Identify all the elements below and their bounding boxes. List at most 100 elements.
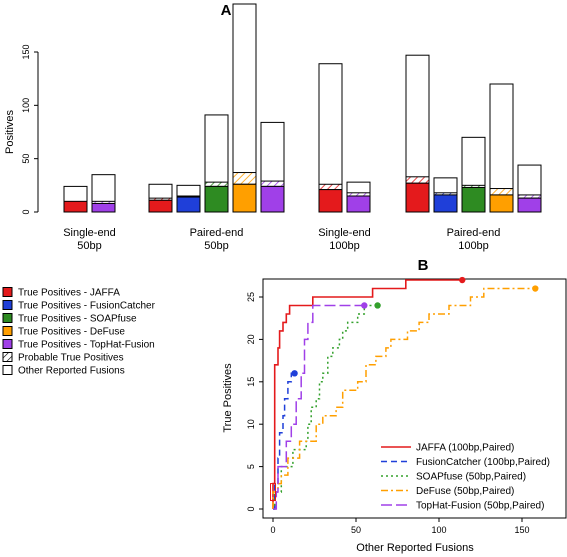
panel-b-y-tick-label: 5: [246, 464, 256, 469]
bar-segment-true-positives: [148, 199, 173, 213]
bar-segment-true-positives: [232, 183, 257, 213]
legend-label: FusionCatcher (100bp,Paired): [416, 457, 550, 468]
panel-b-x-tick-label: 0: [270, 525, 275, 535]
series-line: [273, 372, 295, 510]
legend-b-item-tophat-fusion-50bp-paired: TopHat-Fusion (50bp,Paired): [381, 501, 544, 512]
bar-segment-true-positives: [433, 194, 458, 213]
bar-single-end-50bp-jaffa: [63, 185, 88, 213]
bar-segment-true-positives: [489, 194, 514, 213]
bar-paired-end-50bp-fusioncatcher: [176, 184, 201, 213]
bar-paired-end-100bp-fusioncatcher: [433, 177, 458, 213]
legend-swatch: [2, 365, 13, 375]
legend-swatch: [2, 287, 13, 297]
legend-b-item-defuse-50bp-paired: DeFuse (50bp,Paired): [381, 486, 514, 497]
legend-swatch: [2, 339, 13, 349]
group-label-line1: Single-end: [318, 227, 371, 239]
legend-label: JAFFA (100bp,Paired): [416, 443, 514, 454]
bar-paired-end-50bp-tophat-fusion: [260, 121, 285, 213]
bar-paired-end-100bp-soapfuse: [461, 136, 486, 213]
series-tophat-fusion-50bp-paired: [273, 302, 368, 510]
series-line: [273, 304, 365, 510]
bar-segment-true-positives: [260, 185, 285, 213]
panel-a-group-labels: Single-end50bpPaired-end50bpSingle-end10…: [63, 227, 500, 252]
legend-label: Probable True Positives: [18, 353, 124, 364]
bar-paired-end-100bp-tophat-fusion: [517, 164, 542, 213]
panel-a-y-axis-title: Positives: [4, 109, 16, 154]
legend-swatch: [2, 300, 13, 310]
bar-segment-true-positives: [204, 185, 229, 213]
bar-segment-probable: [489, 188, 514, 196]
legend-label: True Positives - DeFuse: [18, 327, 125, 338]
legend-a-item-probable-true-positives: Probable True Positives: [2, 352, 124, 364]
legend-panel-a: True Positives - JAFFA True Positives - F…: [2, 287, 156, 377]
legend-a-item-other-reported-fusions: Other Reported Fusions: [2, 365, 125, 377]
panel-b-y-axis: 0 5 10 15 20 25: [246, 292, 264, 512]
bar-segment-true-positives: [346, 195, 371, 213]
legend-label: Other Reported Fusions: [18, 366, 125, 377]
bar-segment-probable: [405, 176, 430, 184]
legend-swatch: [2, 326, 13, 336]
group-label-line2: 50bp: [77, 240, 101, 252]
bar-segment-true-positives: [63, 200, 88, 213]
panel-b-x-tick-label: 50: [351, 525, 361, 535]
panel-a-y-tick-label: 150: [21, 44, 31, 59]
series-end-point: [291, 370, 298, 377]
legend-a-item-true-positives-jaffa: True Positives - JAFFA: [2, 287, 120, 299]
panel-a-y-tick-label: 0: [21, 209, 31, 214]
legend-label: TopHat-Fusion (50bp,Paired): [416, 501, 544, 512]
panel-b-x-axis-title: Other Reported Fusions: [356, 542, 474, 554]
legend-a-item-true-positives-defuse: True Positives - DeFuse: [2, 326, 125, 338]
bar-segment-true-positives: [91, 202, 116, 213]
legend-label: True Positives - FusionCatcher: [18, 301, 156, 312]
panel-b-y-tick-label: 20: [246, 334, 256, 344]
series-line: [272, 287, 536, 509]
bar-segment-true-positives: [318, 189, 343, 213]
series-defuse-50bp-paired: [272, 285, 539, 509]
legend-b-item-fusioncatcher-100bp-paired: FusionCatcher (100bp,Paired): [381, 457, 550, 468]
group-label-line1: Paired-end: [190, 227, 244, 239]
panel-b-y-tick-label: 15: [246, 377, 256, 387]
panel-b-label: B: [418, 257, 429, 274]
bar-segment-true-positives: [461, 186, 486, 213]
legend-label: True Positives - JAFFA: [18, 288, 120, 299]
panel-b-y-axis-title: True Positives: [222, 363, 234, 433]
legend-a-item-true-positives-tophat-fusion: True Positives - TopHat-Fusion: [2, 339, 155, 351]
bar-paired-end-50bp-soapfuse: [204, 114, 229, 213]
group-label-line1: Paired-end: [447, 227, 501, 239]
bar-segment-true-positives: [176, 196, 201, 213]
panel-b-x-tick-label: 100: [431, 525, 446, 535]
legend-b-item-jaffa-100bp-paired: JAFFA (100bp,Paired): [381, 443, 514, 454]
series-end-point: [374, 302, 381, 309]
series-end-point: [532, 285, 539, 292]
panel-a-y-tick-label: 100: [21, 98, 31, 113]
bar-paired-end-50bp-defuse: [232, 3, 257, 213]
series-fusioncatcher-100bp-paired: [273, 370, 298, 510]
group-label-line2: 100bp: [458, 240, 489, 252]
legend-a-item-true-positives-fusioncatcher: True Positives - FusionCatcher: [2, 300, 156, 312]
bar-paired-end-100bp-defuse: [489, 83, 514, 213]
group-label-line2: 100bp: [329, 240, 360, 252]
panel-b-x-tick-label: 150: [514, 525, 529, 535]
bar-segment-probable: [204, 181, 229, 187]
panel-b-series-lines: [270, 276, 539, 510]
bar-paired-end-50bp-jaffa: [148, 183, 173, 213]
bar-single-end-100bp-jaffa: [318, 63, 343, 213]
panel-b-line-chart: 0 50 100 150 0 5 10 15 20 25 Other Reported Fusi…: [222, 276, 567, 554]
bar-segment-probable: [232, 172, 257, 185]
bar-paired-end-100bp-jaffa: [405, 54, 430, 213]
bar-segment-true-positives: [405, 182, 430, 213]
legend-panel-b: JAFFA (100bp,Paired) FusionCatcher (100bp…: [381, 443, 550, 512]
bar-single-end-100bp-tophat-fusion: [346, 181, 371, 213]
legend-a-item-true-positives-soapfuse: True Positives - SOAPfuse: [2, 313, 137, 325]
panel-a-bars: [63, 3, 542, 213]
legend-label: SOAPfuse (50bp,Paired): [416, 472, 526, 483]
panel-b-y-tick-label: 25: [246, 292, 256, 302]
bar-single-end-50bp-tophat-fusion: [91, 174, 116, 213]
panel-b-y-tick-label: 10: [246, 419, 256, 429]
panel-a-y-axis: 0 50 100 150 Positives: [4, 44, 39, 215]
panel-b-y-tick-label: 0: [246, 506, 256, 511]
legend-label: True Positives - SOAPfuse: [18, 314, 137, 325]
panel-a-label: A: [221, 2, 232, 19]
